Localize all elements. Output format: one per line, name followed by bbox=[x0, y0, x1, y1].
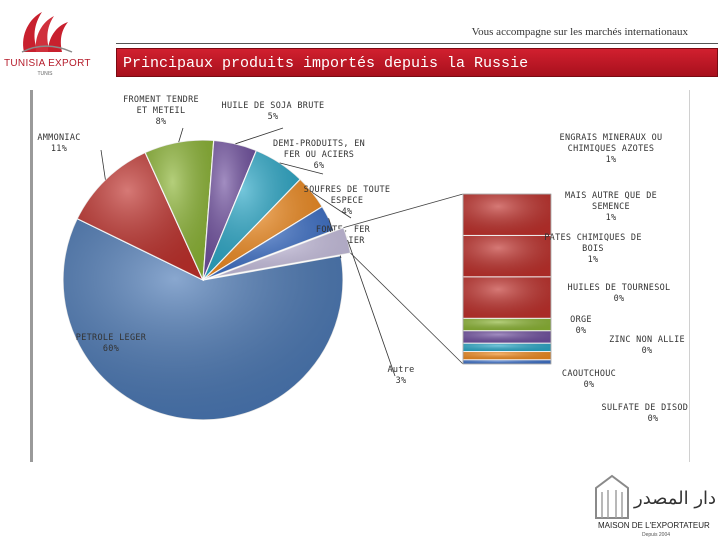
pie-chart: PETROLE LEGER 60% AMMONIAC 11% FROMENT TENDR… bbox=[37, 95, 689, 424]
pie-slice-ammoniac bbox=[76, 151, 205, 282]
bar-segment-orge bbox=[462, 330, 552, 344]
chart-area: PETROLE LEGER 60% AMMONIAC 11% FROMENT TENDR… bbox=[30, 90, 690, 462]
logo-footer-text: MAISON DE L'EXPORTATEUR bbox=[598, 521, 710, 530]
bar-segment-sulfate-de-disodium bbox=[462, 359, 552, 365]
bar-label-orge: ORGE 0% bbox=[570, 315, 592, 336]
connector-line-top bbox=[343, 193, 464, 229]
slice-label-froment-tendre: FROMENT TENDRE ET METEIL 8% bbox=[123, 95, 199, 127]
bar-label-huiles-de-tournesol: HUILES DE TOURNESOL 0% bbox=[568, 283, 671, 304]
slice-label-demi-produits-en: DEMI-PRODUITS, EN FER OU ACIERS 6% bbox=[273, 139, 365, 171]
page-title: Principaux produits importés depuis la R… bbox=[123, 55, 529, 72]
bar-segment-engrais-mineraux-ou bbox=[462, 193, 552, 236]
tagline: Vous accompagne sur les marchés internat… bbox=[471, 26, 688, 38]
logo-text: TUNISIA EXPORT bbox=[4, 58, 91, 69]
bar-segment-caoutchouc bbox=[462, 351, 552, 361]
tunisia-export-logo: TUNISIA EXPORT TUNIS bbox=[4, 8, 91, 80]
flame-logo-icon bbox=[21, 12, 73, 53]
bar-label-caoutchouc: CAOUTCHOUC 0% bbox=[562, 369, 616, 390]
logo-footer-sub: Depuis 2004 bbox=[642, 532, 670, 538]
slice-label-soufres-de-toute: SOUFRES DE TOUTE ESPECE 4% bbox=[304, 185, 391, 217]
leader-line bbox=[100, 149, 106, 180]
bar-label-sulfate-de-disodium: SULFATE DE DISODIUM0% bbox=[602, 403, 689, 424]
bar-segment-zinc-non-allie bbox=[462, 342, 552, 353]
bar-label-mais-autre-que-de: MAIS AUTRE QUE DE SEMENCE 1% bbox=[565, 191, 657, 223]
connector-line-bottom bbox=[350, 252, 464, 365]
leader-line bbox=[279, 162, 324, 175]
bar-label-zinc-non-allie: ZINC NON ALLIE 0% bbox=[609, 335, 685, 356]
slice-label-ammoniac: AMMONIAC 11% bbox=[37, 133, 80, 154]
logo-sub: TUNIS bbox=[37, 71, 53, 77]
bar-label-pates-chimiques-de: PATES CHIMIQUES DE BOIS 1% bbox=[544, 233, 642, 265]
bar-segment-mais-autre-que-de bbox=[462, 234, 552, 278]
pie-slice-petrole-leger bbox=[62, 217, 344, 421]
leader-line bbox=[347, 240, 396, 377]
leader-line bbox=[235, 127, 284, 145]
bar-segment-huiles-de-tournesol bbox=[462, 317, 552, 332]
bar-label-engrais-mineraux-ou: ENGRAIS MINERAUX OU CHIMIQUES AZOTES 1% bbox=[560, 133, 663, 165]
bar-outline bbox=[462, 193, 552, 365]
logo-arabic: دار المصدر bbox=[633, 488, 716, 509]
slice-label-autre: Autre 3% bbox=[387, 365, 414, 386]
maison-exportateur-logo: دار المصدر MAISON DE L'EXPORTATEUR Depui… bbox=[590, 470, 716, 538]
header-divider bbox=[116, 43, 718, 44]
leader-line bbox=[311, 191, 352, 219]
slice-label-huile-de-soja-brute: HUILE DE SOJA BRUTE 5% bbox=[222, 101, 325, 122]
title-bar: Principaux produits importés depuis la R… bbox=[116, 48, 718, 77]
building-icon bbox=[595, 474, 629, 519]
bar-segment-pates-chimiques-de bbox=[462, 276, 552, 319]
slice-label-petrole-leger: PETROLE LEGER 60% bbox=[76, 333, 147, 354]
leader-line bbox=[178, 127, 184, 143]
